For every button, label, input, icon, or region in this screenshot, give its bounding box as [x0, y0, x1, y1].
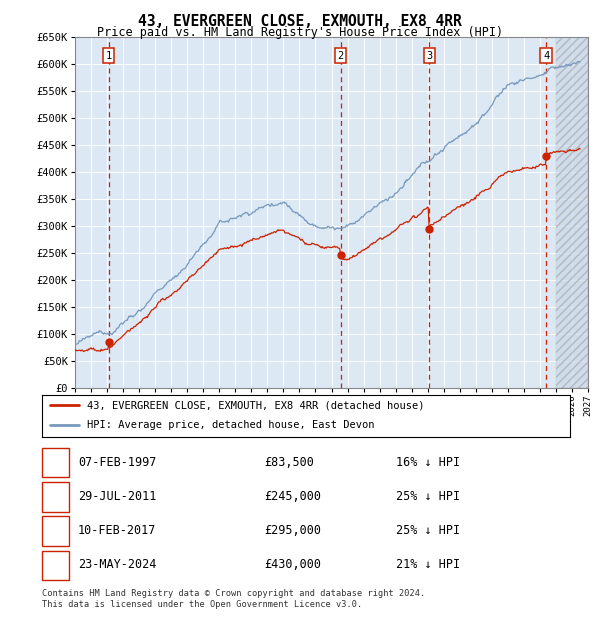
Text: 23-MAY-2024: 23-MAY-2024: [78, 558, 157, 571]
Text: 25% ↓ HPI: 25% ↓ HPI: [396, 490, 460, 503]
Text: £430,000: £430,000: [264, 558, 321, 571]
Text: Price paid vs. HM Land Registry's House Price Index (HPI): Price paid vs. HM Land Registry's House …: [97, 26, 503, 39]
Text: 25% ↓ HPI: 25% ↓ HPI: [396, 524, 460, 537]
Text: 21% ↓ HPI: 21% ↓ HPI: [396, 558, 460, 571]
Text: 1: 1: [106, 51, 112, 61]
Text: 16% ↓ HPI: 16% ↓ HPI: [396, 456, 460, 469]
Text: 4: 4: [52, 558, 59, 571]
Text: 1: 1: [52, 456, 59, 469]
Text: HPI: Average price, detached house, East Devon: HPI: Average price, detached house, East…: [87, 420, 374, 430]
Text: £245,000: £245,000: [264, 490, 321, 503]
Text: 29-JUL-2011: 29-JUL-2011: [78, 490, 157, 503]
Text: 3: 3: [427, 51, 433, 61]
Text: 2: 2: [338, 51, 344, 61]
Text: 43, EVERGREEN CLOSE, EXMOUTH, EX8 4RR (detached house): 43, EVERGREEN CLOSE, EXMOUTH, EX8 4RR (d…: [87, 401, 424, 410]
Text: 2: 2: [52, 490, 59, 503]
Bar: [556, 37, 588, 387]
Text: 3: 3: [52, 524, 59, 537]
Text: 10-FEB-2017: 10-FEB-2017: [78, 524, 157, 537]
Text: 07-FEB-1997: 07-FEB-1997: [78, 456, 157, 469]
Text: 4: 4: [543, 51, 549, 61]
Text: 43, EVERGREEN CLOSE, EXMOUTH, EX8 4RR: 43, EVERGREEN CLOSE, EXMOUTH, EX8 4RR: [138, 14, 462, 29]
Text: Contains HM Land Registry data © Crown copyright and database right 2024.
This d: Contains HM Land Registry data © Crown c…: [42, 590, 425, 609]
Text: £83,500: £83,500: [264, 456, 314, 469]
Text: £295,000: £295,000: [264, 524, 321, 537]
